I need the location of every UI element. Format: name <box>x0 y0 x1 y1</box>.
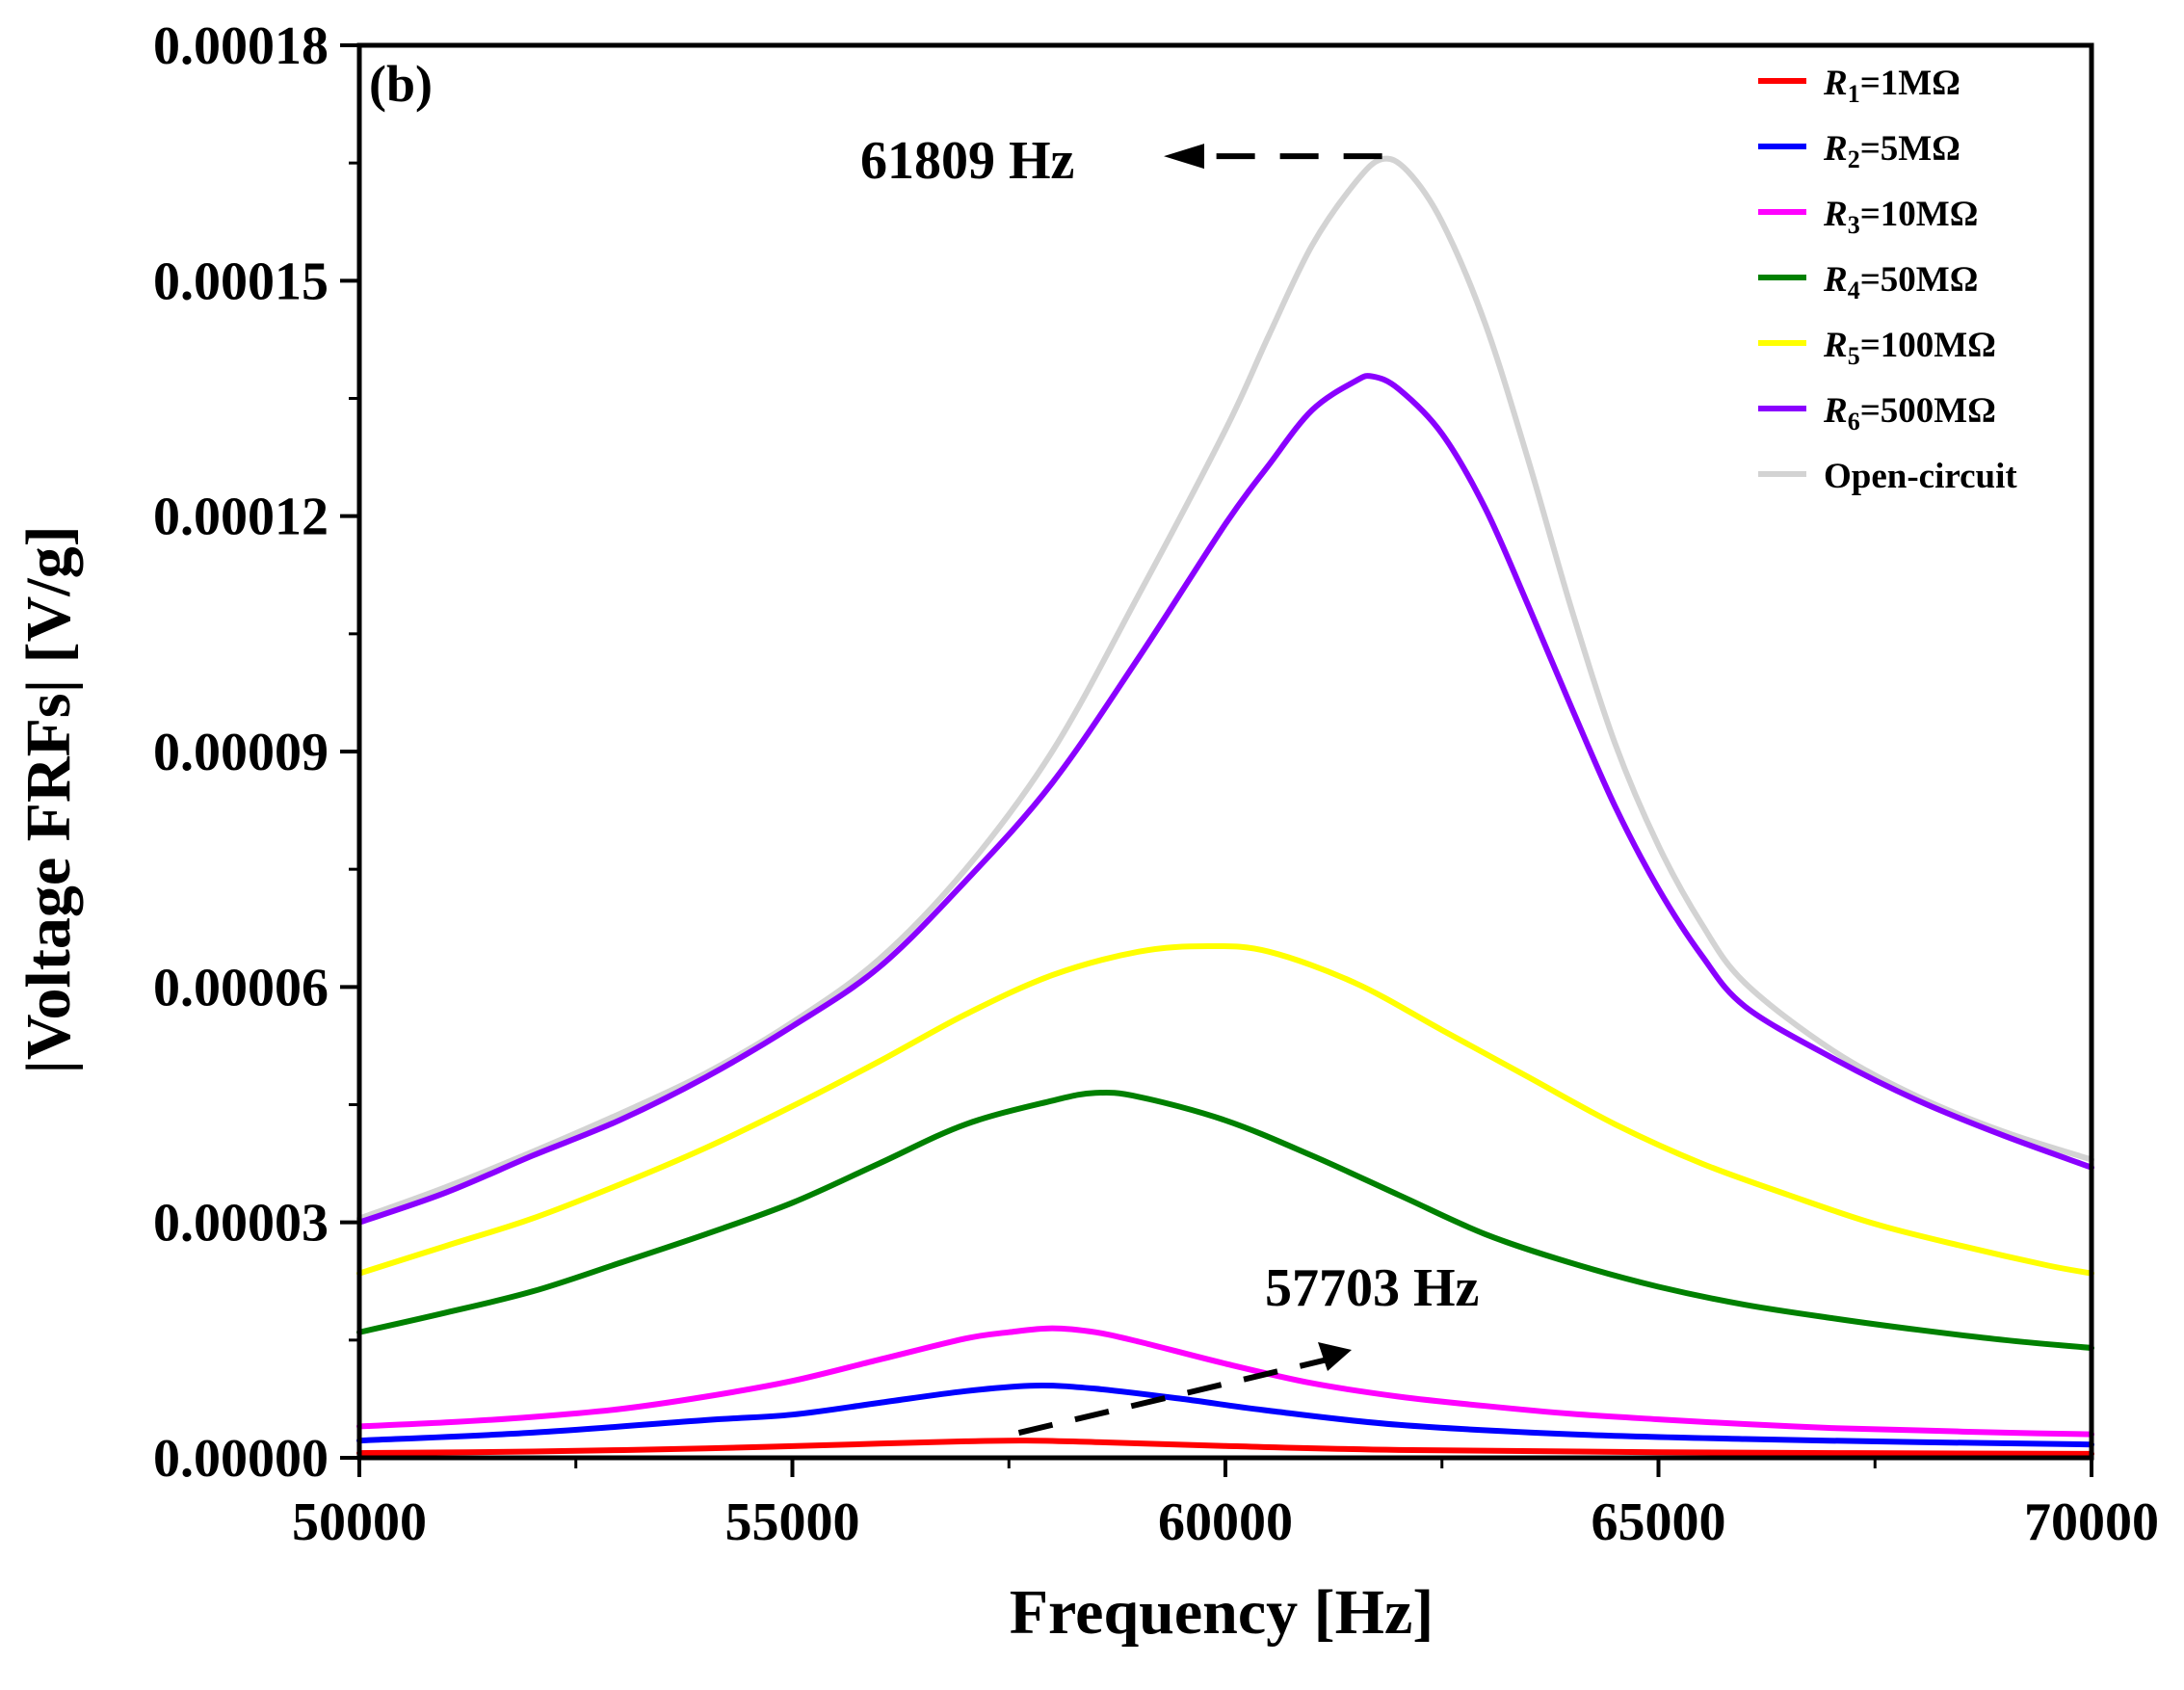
y-tick-label: 0.00018 <box>153 16 329 76</box>
series-line-r1 <box>356 1438 2094 1457</box>
x-axis-title: Frequency [Hz] <box>1010 1577 1434 1648</box>
x-tick-label: 50000 <box>292 1492 427 1552</box>
legend-label: R5=100MΩ <box>1823 326 1996 370</box>
arrow-up-right <box>1017 1357 1329 1437</box>
y-tick-label: 0.00012 <box>153 488 329 547</box>
x-tick-label: 60000 <box>1158 1492 1293 1552</box>
legend-label: Open-circuit <box>1824 457 2017 496</box>
series-layer <box>356 155 2094 1457</box>
legend-label: R2=5MΩ <box>1823 129 1960 173</box>
legend-label: R1=1MΩ <box>1823 64 1960 108</box>
plot-border <box>356 42 2094 1461</box>
axis-ticks: 50000 55000 60000 65000 70000 0.00000 0.00003 0… <box>153 16 2159 1552</box>
panel-label: (b) <box>369 55 433 113</box>
series-line-r2 <box>356 1383 2094 1448</box>
y-tick-label: 0.00009 <box>153 723 329 782</box>
series-line-r3 <box>356 1325 2094 1438</box>
annotations: 61809 Hz 57703 Hz <box>860 131 1479 1437</box>
y-tick-label: 0.00000 <box>153 1429 329 1489</box>
series-line-r5 <box>356 942 2094 1277</box>
legend: R1=1MΩ R2=5MΩ R3=10MΩ R4=50MΩ R5=100MΩ R6=500… <box>1758 64 2017 496</box>
peak-label-open-circuit: 61809 Hz <box>860 131 1074 191</box>
y-tick-label: 0.00003 <box>153 1194 329 1254</box>
arrowhead-up-right <box>1318 1342 1352 1371</box>
plot-frame <box>356 42 2094 1461</box>
legend-label: R3=10MΩ <box>1823 195 1978 239</box>
legend-label: R6=500MΩ <box>1823 391 1996 436</box>
x-tick-label: 55000 <box>725 1492 860 1552</box>
x-tick-label: 65000 <box>1592 1492 1726 1552</box>
legend-label: R4=50MΩ <box>1823 260 1978 304</box>
x-tick-label: 70000 <box>2024 1492 2159 1552</box>
peak-label-r1: 57703 Hz <box>1265 1258 1479 1318</box>
series-line-r6 <box>356 373 2094 1226</box>
y-tick-label: 0.00006 <box>153 958 329 1017</box>
y-tick-label: 0.00015 <box>153 251 329 311</box>
series-line-open-circuit <box>356 155 2094 1222</box>
y-axis-title: |Voltage FRFs| [V/g] <box>13 525 84 1073</box>
series-line-r4 <box>356 1089 2094 1351</box>
arrowhead-left <box>1164 144 1204 170</box>
